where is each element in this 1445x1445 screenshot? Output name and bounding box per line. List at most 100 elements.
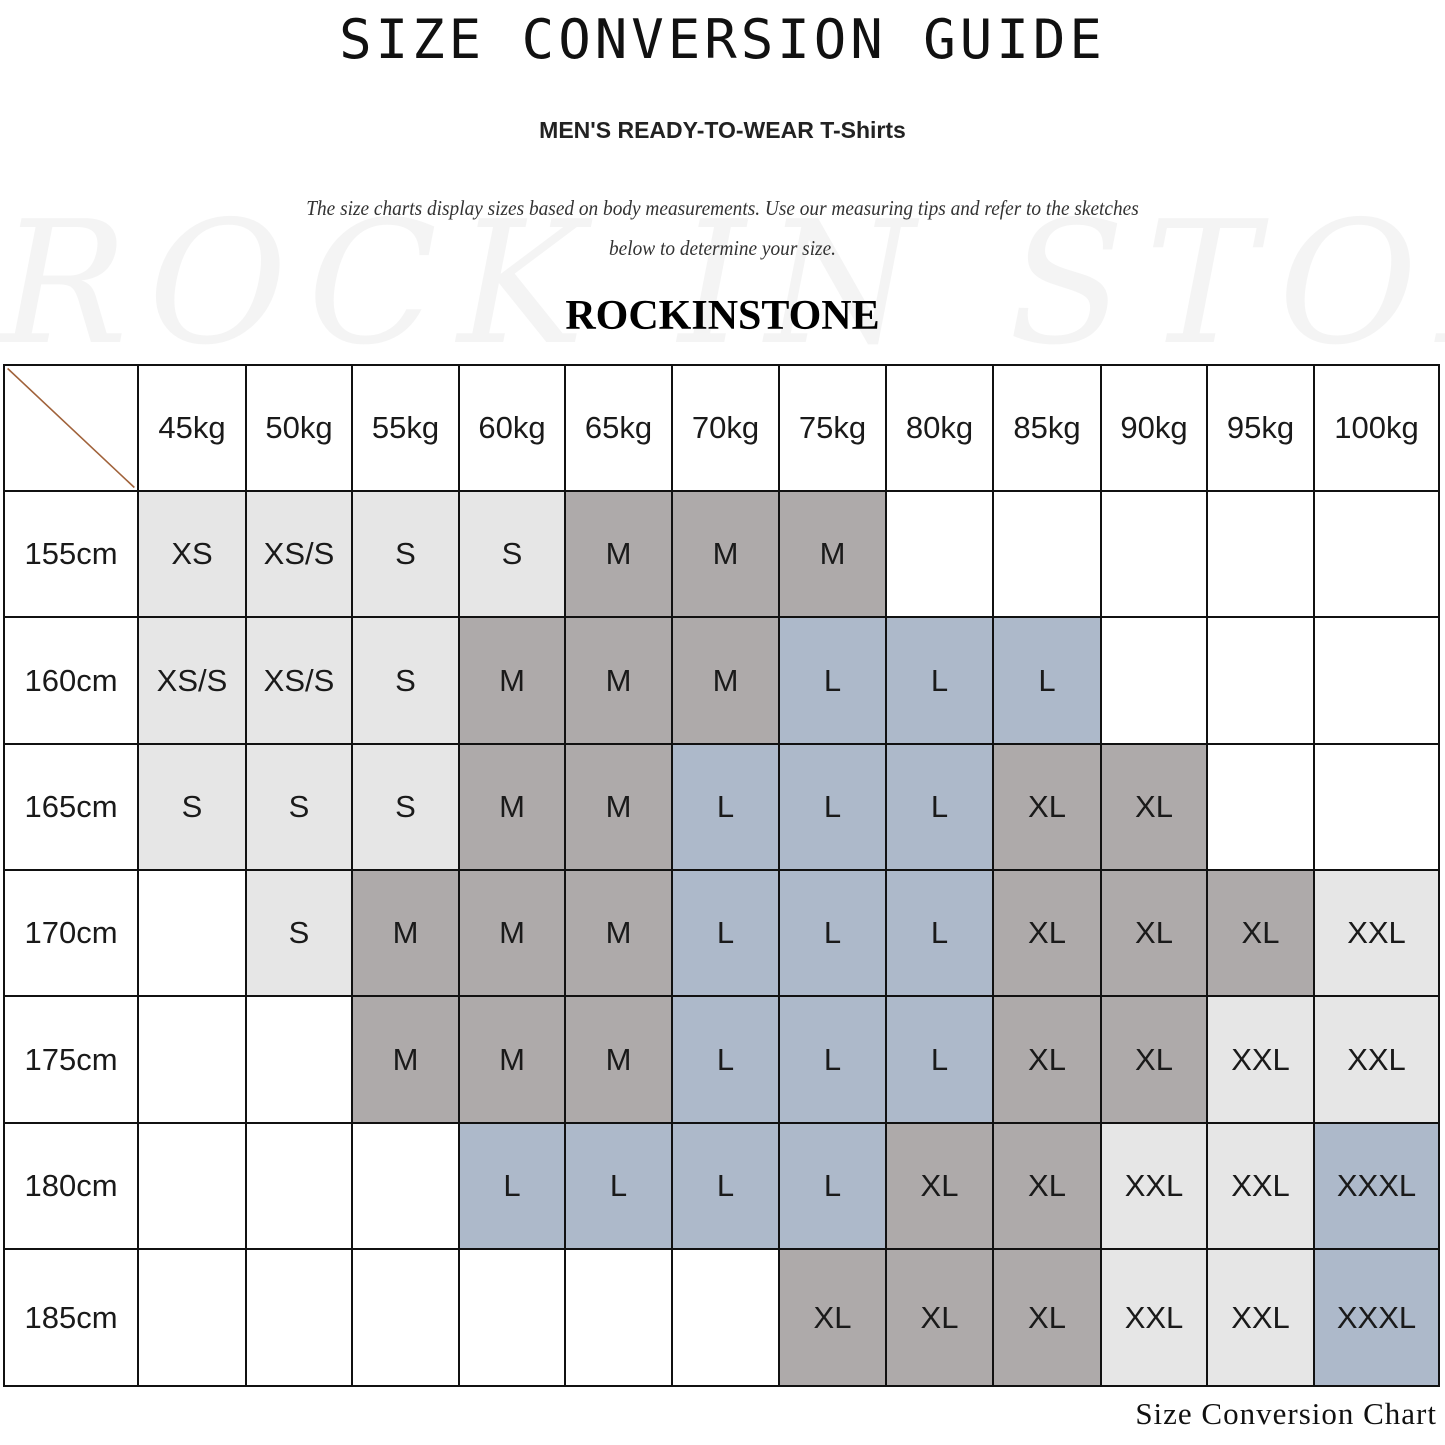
size-cell: L <box>458 1122 566 1250</box>
weight-header: 80kg <box>885 364 994 492</box>
size-cell: XXL <box>1206 1248 1315 1387</box>
height-header: 175cm <box>3 995 139 1124</box>
brand-name: ROCKINSTONE <box>565 293 880 339</box>
size-cell: L <box>885 616 994 745</box>
size-cell <box>885 490 994 618</box>
weight-header: 70kg <box>671 364 780 492</box>
size-cell: XS/S <box>137 616 247 745</box>
weight-header: 50kg <box>245 364 353 492</box>
size-cell: S <box>351 743 460 871</box>
weight-header: 75kg <box>778 364 887 492</box>
size-cell: XS/S <box>245 616 353 745</box>
size-cell <box>1206 490 1315 618</box>
size-cell: XL <box>885 1248 994 1387</box>
height-header: 165cm <box>3 743 139 871</box>
size-cell <box>992 490 1102 618</box>
size-cell: XL <box>992 1248 1102 1387</box>
size-cell: M <box>564 616 673 745</box>
size-cell: M <box>458 616 566 745</box>
size-cell: L <box>778 743 887 871</box>
description: The size charts display sizes based on b… <box>269 188 1175 268</box>
size-cell: XL <box>778 1248 887 1387</box>
size-cell: M <box>564 869 673 997</box>
size-cell: XS <box>137 490 247 618</box>
corner-cell <box>3 364 139 492</box>
weight-header: 45kg <box>137 364 247 492</box>
size-cell: M <box>671 616 780 745</box>
size-cell <box>137 995 247 1124</box>
weight-header: 95kg <box>1206 364 1315 492</box>
size-cell: S <box>458 490 566 618</box>
size-cell <box>351 1122 460 1250</box>
size-cell <box>137 869 247 997</box>
size-cell: XL <box>1100 995 1208 1124</box>
size-cell: L <box>671 869 780 997</box>
size-cell: M <box>458 743 566 871</box>
header-row: 45kg 50kg 55kg 60kg 65kg 70kg 75kg 80kg 85kg 90kg… <box>3 364 1440 492</box>
description-line: below to determine your size. <box>609 236 836 260</box>
height-header: 170cm <box>3 869 139 997</box>
height-header: 160cm <box>3 616 139 745</box>
size-cell <box>137 1122 247 1250</box>
diagonal-line <box>5 366 137 490</box>
table-row: 175cm M M M L L L XL XL XXL XXL <box>3 995 1440 1124</box>
size-cell: XXL <box>1206 995 1315 1124</box>
size-cell: XXXL <box>1313 1122 1440 1250</box>
height-header: 185cm <box>3 1248 139 1387</box>
size-cell: L <box>778 1122 887 1250</box>
table-row: 185cm XL XL XL XXL XXL XXXL <box>3 1248 1440 1387</box>
size-cell <box>1313 490 1440 618</box>
size-cell: M <box>564 743 673 871</box>
size-cell <box>671 1248 780 1387</box>
size-cell: L <box>778 995 887 1124</box>
size-cell <box>245 995 353 1124</box>
size-cell <box>564 1248 673 1387</box>
description-line: The size charts display sizes based on b… <box>306 196 1139 220</box>
table-row: 180cm L L L L XL XL XXL XXL XXXL <box>3 1122 1440 1250</box>
size-cell <box>1100 616 1208 745</box>
size-cell: XXL <box>1313 995 1440 1124</box>
size-table: 45kg 50kg 55kg 60kg 65kg 70kg 75kg 80kg 85kg 90kg… <box>3 364 1440 1387</box>
table-row: 155cm XS XS/S S S M M M <box>3 490 1440 618</box>
size-cell: XL <box>992 869 1102 997</box>
page-title: SIZE CONVERSION GUIDE <box>339 8 1106 71</box>
size-cell <box>1313 743 1440 871</box>
size-cell: XXXL <box>1313 1248 1440 1387</box>
size-cell: L <box>885 995 994 1124</box>
weight-header: 90kg <box>1100 364 1208 492</box>
size-cell <box>1100 490 1208 618</box>
size-cell: XXL <box>1206 1122 1315 1250</box>
size-cell: L <box>564 1122 673 1250</box>
weight-header: 55kg <box>351 364 460 492</box>
weight-header: 85kg <box>992 364 1102 492</box>
size-cell: L <box>671 1122 780 1250</box>
size-cell: L <box>885 869 994 997</box>
table-row: 165cm S S S M M L L L XL XL <box>3 743 1440 871</box>
size-cell: M <box>564 490 673 618</box>
size-cell <box>1206 616 1315 745</box>
size-cell: S <box>245 869 353 997</box>
height-header: 155cm <box>3 490 139 618</box>
size-cell: M <box>351 995 460 1124</box>
size-cell: M <box>778 490 887 618</box>
weight-header: 100kg <box>1313 364 1440 492</box>
size-cell: XL <box>992 743 1102 871</box>
footer-caption: Size Conversion Chart <box>1135 1396 1437 1431</box>
weight-header: 65kg <box>564 364 673 492</box>
size-cell: XXL <box>1100 1248 1208 1387</box>
size-cell: L <box>671 743 780 871</box>
size-cell: XL <box>1206 869 1315 997</box>
size-cell <box>137 1248 247 1387</box>
height-header: 180cm <box>3 1122 139 1250</box>
size-cell <box>245 1248 353 1387</box>
size-cell: M <box>671 490 780 618</box>
weight-header: 60kg <box>458 364 566 492</box>
table-row: 170cm S M M M L L L XL XL XL XXL <box>3 869 1440 997</box>
size-cell <box>351 1248 460 1387</box>
size-cell: S <box>351 616 460 745</box>
size-cell <box>1313 616 1440 745</box>
size-cell: XXL <box>1100 1122 1208 1250</box>
size-cell: S <box>245 743 353 871</box>
size-cell: XS/S <box>245 490 353 618</box>
size-cell <box>245 1122 353 1250</box>
